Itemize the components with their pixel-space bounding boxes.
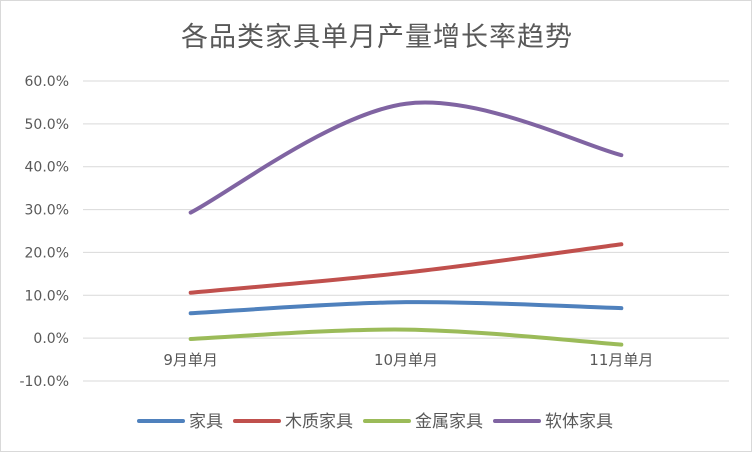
series-lines bbox=[188, 100, 624, 347]
legend-label: 木质家具 bbox=[285, 412, 353, 432]
legend-label: 软体家具 bbox=[545, 412, 613, 432]
y-tick-label: 60.0% bbox=[25, 74, 69, 90]
y-tick-label: 20.0% bbox=[25, 245, 69, 261]
series-line-1 bbox=[188, 300, 624, 316]
series-line-3 bbox=[188, 327, 624, 347]
gridlines bbox=[83, 80, 729, 382]
legend-label: 家具 bbox=[189, 412, 223, 432]
y-tick-label: 30.0% bbox=[25, 203, 69, 219]
x-tick-label: 9月单月 bbox=[163, 351, 218, 369]
legend-label: 金属家具 bbox=[415, 412, 483, 432]
y-tick-label: 10.0% bbox=[25, 288, 69, 304]
y-tick-label: 50.0% bbox=[25, 117, 69, 133]
y-tick-label: 0.0% bbox=[33, 331, 69, 347]
x-axis-ticks: 9月单月 10月单月 11月单月 bbox=[163, 351, 653, 369]
y-tick-label: 40.0% bbox=[25, 160, 69, 176]
series-line-4 bbox=[188, 100, 624, 215]
y-tick-label: -10.0% bbox=[19, 374, 69, 390]
legend: 家具 木质家具 金属家具 软体家具 bbox=[137, 412, 613, 432]
chart-title: 各品类家具单月产量增长率趋势 bbox=[181, 22, 573, 53]
series-line-2 bbox=[188, 242, 624, 295]
y-axis-ticks: -10.0% 0.0% 10.0% 20.0% 30.0% 40.0% 50.0% 60.0% bbox=[19, 74, 69, 390]
x-tick-label: 10月单月 bbox=[374, 351, 438, 369]
x-tick-label: 11月单月 bbox=[589, 351, 653, 369]
